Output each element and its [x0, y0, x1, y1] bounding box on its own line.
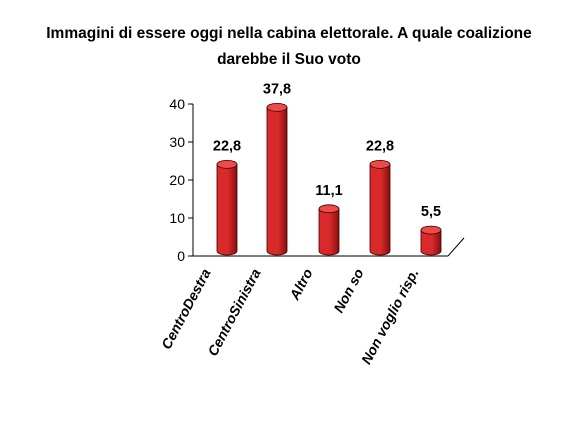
y-tick-20: 20 — [169, 172, 193, 188]
bar-3 — [369, 159, 391, 256]
y-tick-label-0: 0 — [177, 248, 185, 264]
category-label-0: CentroDestra — [158, 266, 214, 352]
bar-body-2 — [318, 208, 340, 256]
bar-body-1 — [266, 106, 288, 256]
bar-top-1 — [266, 102, 288, 112]
bar-top-4 — [420, 225, 442, 235]
y-tick-40: 40 — [169, 96, 193, 112]
bars-group — [216, 102, 442, 256]
y-tick-0: 0 — [177, 248, 193, 264]
chart-title-line-1: Immagini di essere oggi nella cabina ele… — [46, 25, 532, 42]
category-label-3: Non so — [330, 266, 367, 316]
y-tick-label-20: 20 — [169, 172, 185, 188]
data-label-3: 22,8 — [366, 138, 394, 154]
floor-edge — [447, 237, 465, 257]
y-tick-label-40: 40 — [169, 96, 185, 112]
bar-2 — [318, 204, 340, 256]
data-label-0: 22,8 — [213, 138, 241, 154]
category-label-1: CentroSinistra — [204, 266, 264, 359]
data-label-1: 37,8 — [263, 81, 291, 97]
category-label-4: Non voglio risp. — [358, 266, 422, 367]
bar-body-0 — [216, 163, 238, 256]
data-labels-group: 22,8 37,8 11,1 22,8 5,5 — [213, 81, 441, 220]
bar-body-3 — [369, 163, 391, 256]
bar-4 — [420, 225, 442, 256]
y-tick-10: 10 — [169, 210, 193, 226]
data-label-4: 5,5 — [421, 204, 441, 220]
chart-title-line-2: darebbe il Suo voto — [217, 51, 361, 68]
bar-1 — [266, 102, 288, 256]
y-axis-ticks: 0 10 20 30 40 — [169, 96, 193, 264]
bar-top-0 — [216, 159, 238, 169]
bar-0 — [216, 159, 238, 256]
bar-body-4 — [420, 229, 442, 256]
bar-top-3 — [369, 159, 391, 169]
y-tick-label-30: 30 — [169, 134, 185, 150]
y-tick-30: 30 — [169, 134, 193, 150]
bar-top-2 — [318, 204, 340, 214]
data-label-2: 11,1 — [315, 183, 342, 199]
y-tick-label-10: 10 — [169, 210, 185, 226]
category-label-2: Altro — [286, 266, 316, 304]
